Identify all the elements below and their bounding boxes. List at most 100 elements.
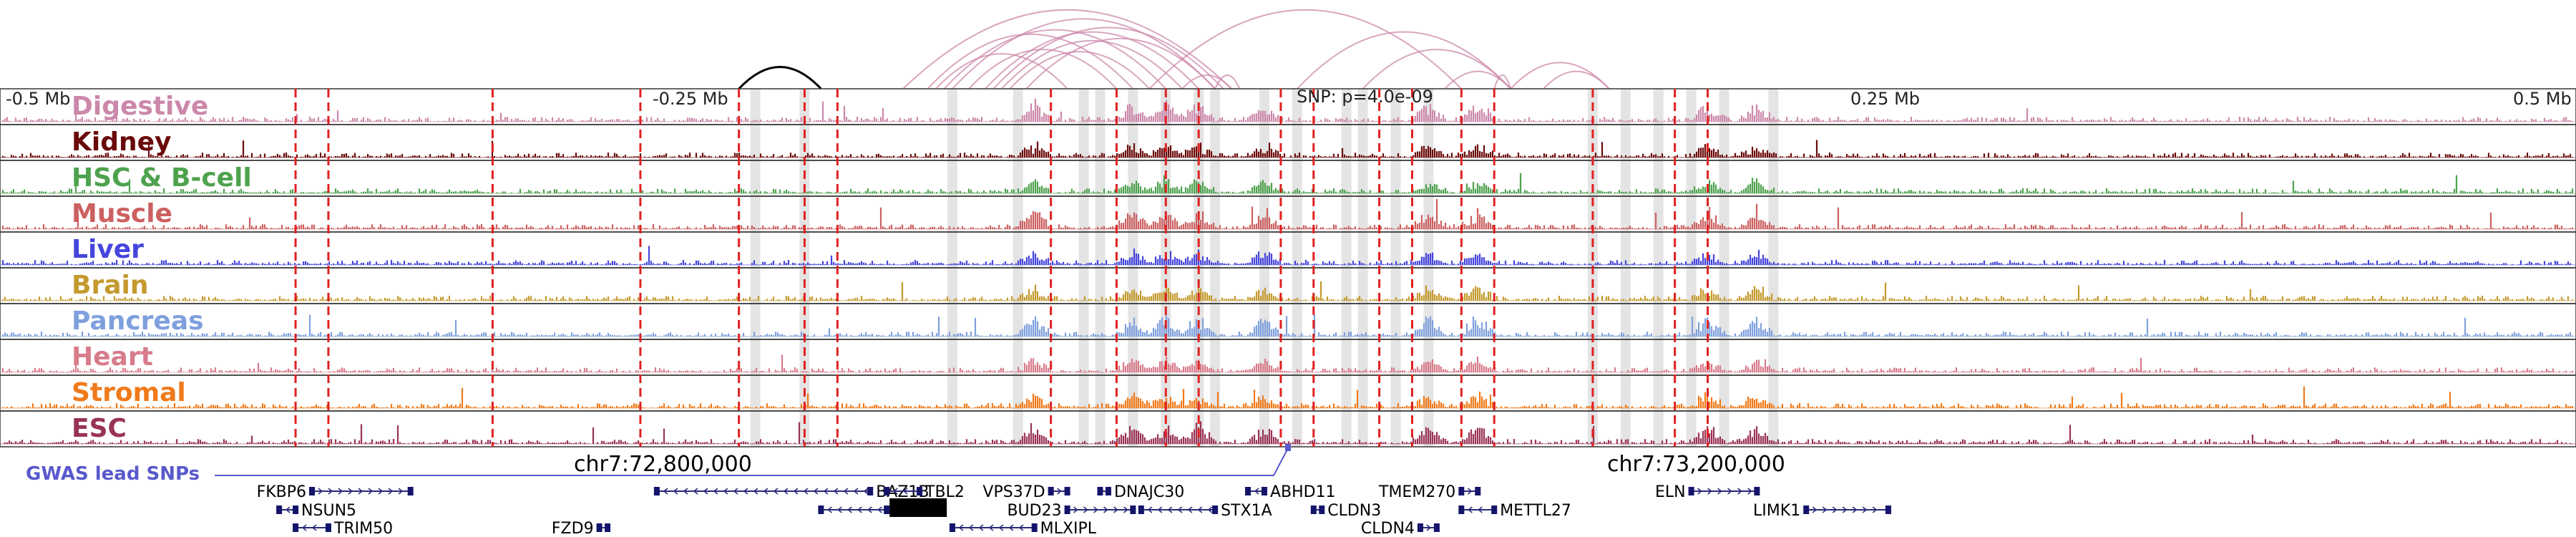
loop-arc (943, 29, 1166, 90)
gene-exon (276, 505, 283, 514)
gene-label: ELN (1655, 483, 1686, 501)
strand-arrow (823, 488, 829, 495)
track-label: Stromal (72, 378, 186, 407)
signal-tracks (0, 88, 2576, 448)
strand-arrow (753, 488, 758, 495)
gene-exon (653, 487, 660, 495)
loop-arc (968, 49, 1118, 90)
loop-arc (1025, 37, 1216, 90)
strand-arrow (723, 488, 728, 495)
loop-arc (1001, 40, 1183, 90)
track-signal (1, 140, 2574, 158)
gene-label: DNAJC30 (1114, 483, 1184, 501)
strand-arrow (1147, 506, 1153, 513)
track-label: ESC (72, 414, 127, 443)
strand-arrow (1832, 506, 1838, 513)
loop-arc (1181, 74, 1232, 90)
track-signal (1, 386, 2574, 408)
scale-tick-label: -0.5 Mb (6, 89, 70, 109)
gene-exon (884, 505, 890, 514)
strand-arrow (968, 524, 974, 531)
loop-arc (985, 31, 1199, 90)
gene-exon (407, 487, 414, 495)
strand-arrow (1426, 524, 1432, 531)
strand-arrow (958, 524, 964, 531)
strand-arrow (843, 488, 849, 495)
gene-label: METTL27 (1500, 502, 1571, 520)
loop-arc (935, 53, 1068, 90)
scale-tick-label: 0.25 Mb (1850, 89, 1920, 109)
track-frame (0, 374, 2576, 412)
strand-arrow (1822, 506, 1828, 513)
strand-arrow (1018, 524, 1024, 531)
gwas-track-label: GWAS lead SNPs (26, 463, 200, 485)
strand-arrow (693, 488, 698, 495)
gene-exon (309, 487, 315, 495)
gene-exon (1319, 505, 1325, 514)
gene-label: CLDN3 (1327, 502, 1381, 520)
scale-tick-label: -0.25 Mb (653, 89, 728, 109)
gene-exon (1688, 487, 1694, 495)
highlighted-gene-box (889, 498, 947, 517)
strand-arrow (847, 506, 852, 513)
strand-arrow (703, 488, 708, 495)
gene-exon (818, 505, 824, 514)
gene-label: CLDN4 (1361, 520, 1415, 537)
gene-exon (867, 487, 874, 495)
track-label: HSC & B-cell (72, 163, 252, 193)
strand-arrow (663, 488, 668, 495)
strand-arrow (763, 488, 769, 495)
strand-arrow (1187, 506, 1193, 513)
strand-arrow (1254, 488, 1259, 495)
strand-arrow (1083, 506, 1088, 513)
strand-arrow (1103, 506, 1108, 513)
loop-arc (927, 33, 1134, 90)
strand-arrow (803, 488, 809, 495)
coordinate-label: chr7:72,800,000 (574, 452, 752, 477)
strand-arrow (813, 488, 819, 495)
gwas-track: GWAS lead SNPs chr7:72,800,000 chr7:73,2… (26, 444, 1785, 485)
gene-label: FKBP6 (257, 483, 306, 501)
loop-arc (1297, 31, 1511, 90)
coordinate-label: chr7:73,200,000 (1607, 452, 1785, 477)
strand-arrow (783, 488, 789, 495)
track-label: Liver (72, 235, 144, 264)
strand-arrow (1468, 506, 1473, 513)
strand-arrow (378, 488, 384, 495)
strand-arrow (1467, 488, 1473, 495)
strand-arrow (1197, 506, 1203, 513)
gene-exon (1130, 505, 1136, 514)
scale-tick-label: 0.5 Mb (2513, 89, 2572, 109)
loop-arc (1148, 9, 1463, 90)
track-signal (1, 199, 2574, 229)
gene-label: TBL2 (924, 483, 965, 501)
gene-exon (1138, 505, 1144, 514)
gene-label: MLXIPL (1040, 520, 1097, 537)
gene-exon (1097, 487, 1103, 495)
strand-arrow (1812, 506, 1818, 513)
gene-exon (1064, 505, 1070, 514)
strand-arrow (1727, 488, 1732, 495)
strand-arrow (338, 488, 343, 495)
strand-arrow (318, 488, 323, 495)
strand-arrow (398, 488, 404, 495)
gene-label: FZD9 (552, 520, 594, 537)
strand-arrow (857, 506, 862, 513)
strand-arrow (743, 488, 748, 495)
strand-arrow (1872, 506, 1878, 513)
gwas-snp-marker (1285, 444, 1291, 451)
gene-exon (1048, 487, 1054, 495)
strand-arrow (733, 488, 738, 495)
gene-exon (1803, 505, 1810, 514)
gene-exon (1475, 487, 1481, 495)
strand-arrow (1008, 524, 1014, 531)
gwas-connector-line (215, 448, 1289, 476)
gene-exon (1433, 523, 1440, 532)
strand-arrow (1123, 506, 1128, 513)
strand-arrow (1737, 488, 1742, 495)
loop-arc (1543, 70, 1610, 90)
gene-exon (949, 523, 955, 532)
track-label: Heart (72, 342, 153, 372)
strand-arrow (978, 524, 984, 531)
